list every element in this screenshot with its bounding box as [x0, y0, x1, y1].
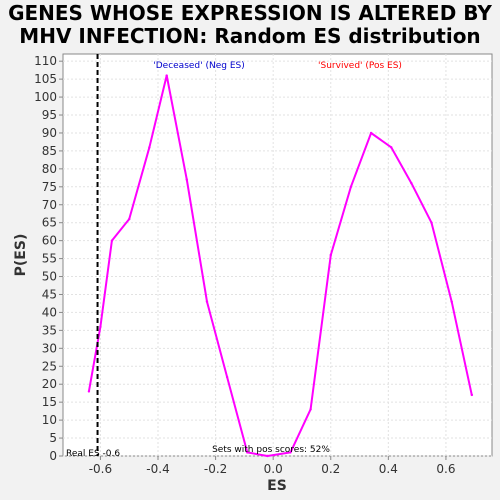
- data-point: [369, 131, 373, 135]
- y-tick-label: 0: [49, 449, 57, 463]
- x-tick-label: -0.4: [146, 462, 169, 476]
- y-tick-label: 40: [42, 305, 57, 319]
- x-tick-label: 0.4: [379, 462, 398, 476]
- y-tick-label: 80: [42, 162, 57, 176]
- data-point: [128, 217, 131, 221]
- y-tick-label: 45: [42, 287, 57, 301]
- chart-title-line2: MHV INFECTION: Random ES distribution: [19, 24, 480, 48]
- y-tick-label: 60: [42, 234, 57, 248]
- y-tick-label: 10: [42, 413, 57, 427]
- y-tick-label: 65: [42, 216, 57, 230]
- y-tick-label: 20: [42, 377, 57, 391]
- y-tick-label: 15: [42, 395, 57, 409]
- x-axis-ticks: -0.6 -0.4 -0.2 0.0 0.2 0.4 0.6: [89, 456, 455, 476]
- real-es-label: Real ES -0.6: [66, 449, 120, 459]
- y-tick-label: 110: [34, 54, 57, 68]
- data-point: [148, 146, 151, 149]
- y-tick-label: 70: [42, 198, 57, 212]
- y-tick-label: 100: [34, 90, 57, 104]
- x-tick-label: 0.0: [264, 462, 283, 476]
- grid-lines: [63, 54, 492, 457]
- data-point: [450, 300, 453, 303]
- y-tick-label: 55: [42, 252, 57, 266]
- pos-scores-label: Sets with pos scores: 52%: [212, 445, 330, 455]
- data-point: [329, 253, 332, 257]
- neg-es-label: 'Deceased' (Neg ES): [153, 61, 244, 71]
- data-point: [390, 146, 393, 149]
- data-point: [289, 451, 292, 454]
- y-tick-label: 95: [42, 108, 57, 122]
- pos-es-label: 'Survived' (Pos ES): [318, 61, 402, 71]
- data-point: [205, 300, 209, 303]
- data-point: [349, 185, 353, 189]
- data-point: [185, 178, 189, 181]
- data-point: [87, 390, 91, 393]
- y-tick-label: 25: [42, 359, 57, 373]
- y-axis-ticks: 0 5 10 15 20 25 30 35 40 45 50 55 60 65 70 75 80 85 90 95 10…: [34, 54, 63, 463]
- y-tick-label: 85: [42, 144, 57, 158]
- x-tick-label: -0.6: [89, 462, 112, 476]
- data-point: [430, 221, 433, 224]
- data-point: [470, 393, 474, 397]
- plot-area: [62, 53, 493, 457]
- y-tick-label: 35: [42, 323, 57, 337]
- x-tick-label: 0.6: [436, 462, 455, 476]
- data-point: [225, 375, 229, 379]
- chart-title-line1: GENES WHOSE EXPRESSION IS ALTERED BY: [8, 1, 492, 25]
- y-axis-label: P(ES): [13, 234, 29, 277]
- data-point: [309, 408, 312, 411]
- data-point: [246, 451, 249, 454]
- data-point: [410, 182, 413, 185]
- y-tick-label: 5: [49, 431, 57, 445]
- y-tick-label: 75: [42, 180, 57, 194]
- data-point: [165, 74, 168, 77]
- data-point: [266, 454, 269, 458]
- y-tick-label: 50: [42, 270, 57, 284]
- x-axis-label: ES: [267, 478, 287, 494]
- y-tick-label: 30: [42, 341, 57, 355]
- x-tick-label: -0.2: [204, 462, 227, 476]
- series-group: [87, 74, 474, 458]
- y-tick-label: 90: [42, 126, 57, 140]
- data-point: [99, 325, 102, 328]
- y-tick-label: 105: [34, 72, 57, 86]
- x-tick-label: 0.2: [321, 462, 340, 476]
- data-point: [110, 239, 114, 242]
